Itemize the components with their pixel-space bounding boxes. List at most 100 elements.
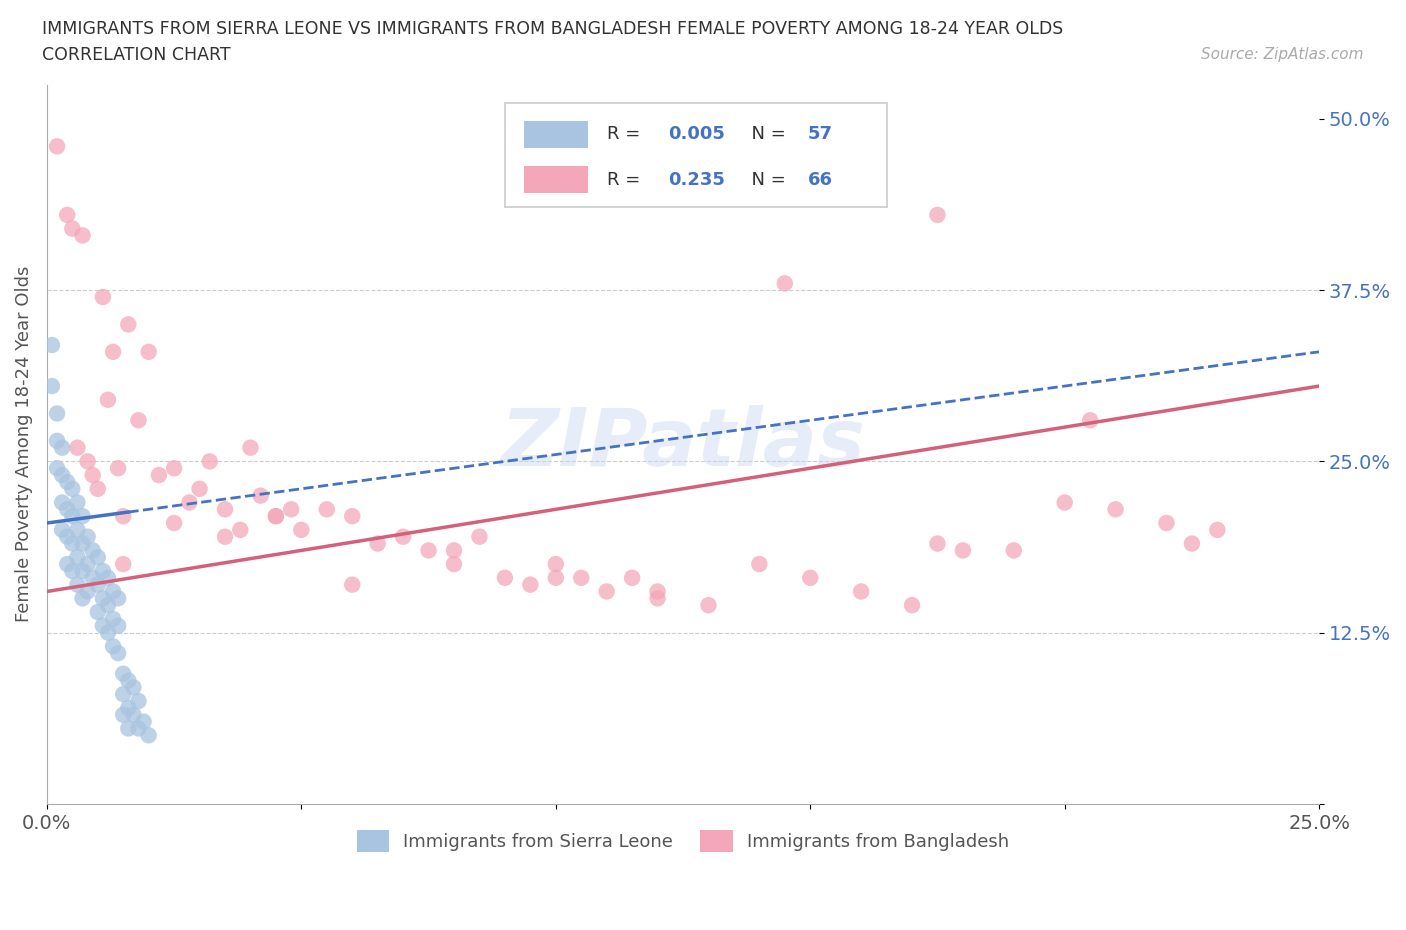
- Point: [46, 460, 69, 475]
- Point: [1104, 502, 1126, 517]
- Point: [647, 584, 669, 599]
- Point: [60, 509, 83, 524]
- Point: [1078, 413, 1101, 428]
- Point: [72, 536, 94, 551]
- Point: [128, 694, 150, 709]
- Point: [901, 598, 924, 613]
- Point: [97, 625, 120, 640]
- Point: [179, 495, 201, 510]
- Point: [101, 611, 124, 626]
- Point: [91, 289, 114, 304]
- Point: [87, 550, 110, 565]
- Point: [849, 584, 872, 599]
- Point: [91, 618, 114, 633]
- Point: [76, 557, 98, 572]
- Point: [87, 482, 110, 497]
- Point: [41, 338, 63, 352]
- FancyBboxPatch shape: [505, 102, 887, 207]
- Text: 57: 57: [807, 126, 832, 143]
- Point: [117, 721, 139, 736]
- Point: [56, 529, 79, 544]
- Text: IMMIGRANTS FROM SIERRA LEONE VS IMMIGRANTS FROM BANGLADESH FEMALE POVERTY AMONG : IMMIGRANTS FROM SIERRA LEONE VS IMMIGRAN…: [42, 20, 1063, 38]
- Point: [214, 502, 236, 517]
- Point: [91, 591, 114, 605]
- Point: [72, 564, 94, 578]
- Point: [51, 440, 73, 455]
- Text: 0.005: 0.005: [668, 126, 724, 143]
- Point: [107, 645, 129, 660]
- Point: [239, 440, 262, 455]
- Point: [112, 686, 135, 701]
- Point: [163, 515, 186, 530]
- Point: [1156, 515, 1178, 530]
- Point: [101, 584, 124, 599]
- Point: [443, 543, 465, 558]
- Point: [392, 529, 415, 544]
- Bar: [524, 121, 588, 148]
- Point: [101, 344, 124, 359]
- Text: Source: ZipAtlas.com: Source: ZipAtlas.com: [1201, 46, 1364, 61]
- Point: [66, 523, 89, 538]
- Point: [56, 474, 79, 489]
- Point: [76, 529, 98, 544]
- Point: [97, 392, 120, 407]
- Point: [112, 509, 135, 524]
- Point: [621, 570, 644, 585]
- Point: [569, 570, 592, 585]
- Point: [72, 228, 94, 243]
- Point: [367, 536, 389, 551]
- Text: CORRELATION CHART: CORRELATION CHART: [42, 46, 231, 64]
- Y-axis label: Female Poverty Among 18-24 Year Olds: Female Poverty Among 18-24 Year Olds: [15, 266, 32, 622]
- Point: [107, 591, 129, 605]
- Point: [1206, 523, 1229, 538]
- Point: [56, 557, 79, 572]
- Point: [249, 488, 271, 503]
- Point: [748, 557, 770, 572]
- Point: [128, 721, 150, 736]
- Point: [112, 557, 135, 572]
- Point: [1181, 536, 1204, 551]
- Point: [148, 468, 170, 483]
- Point: [132, 714, 155, 729]
- Point: [163, 460, 186, 475]
- Point: [117, 673, 139, 688]
- Point: [72, 591, 94, 605]
- Point: [66, 578, 89, 592]
- Point: [87, 578, 110, 592]
- Point: [46, 433, 69, 448]
- Point: [112, 666, 135, 681]
- Point: [51, 468, 73, 483]
- Text: N =: N =: [741, 171, 792, 189]
- Point: [290, 523, 312, 538]
- Point: [927, 207, 949, 222]
- Point: [117, 317, 139, 332]
- Point: [952, 543, 974, 558]
- Point: [1053, 495, 1076, 510]
- Point: [60, 221, 83, 236]
- Point: [107, 618, 129, 633]
- Point: [46, 406, 69, 421]
- Point: [101, 639, 124, 654]
- Point: [87, 604, 110, 619]
- Point: [122, 680, 145, 695]
- Point: [214, 529, 236, 544]
- Point: [56, 502, 79, 517]
- Point: [342, 509, 364, 524]
- Point: [1002, 543, 1025, 558]
- Text: R =: R =: [606, 171, 645, 189]
- Point: [97, 598, 120, 613]
- Point: [138, 344, 160, 359]
- Point: [72, 509, 94, 524]
- Text: N =: N =: [741, 126, 792, 143]
- Text: 0.235: 0.235: [668, 171, 724, 189]
- Point: [264, 509, 287, 524]
- Point: [107, 460, 129, 475]
- Point: [697, 598, 720, 613]
- Point: [544, 570, 567, 585]
- Point: [595, 584, 617, 599]
- Point: [56, 207, 79, 222]
- Point: [229, 523, 252, 538]
- Point: [60, 482, 83, 497]
- Point: [60, 564, 83, 578]
- Point: [138, 728, 160, 743]
